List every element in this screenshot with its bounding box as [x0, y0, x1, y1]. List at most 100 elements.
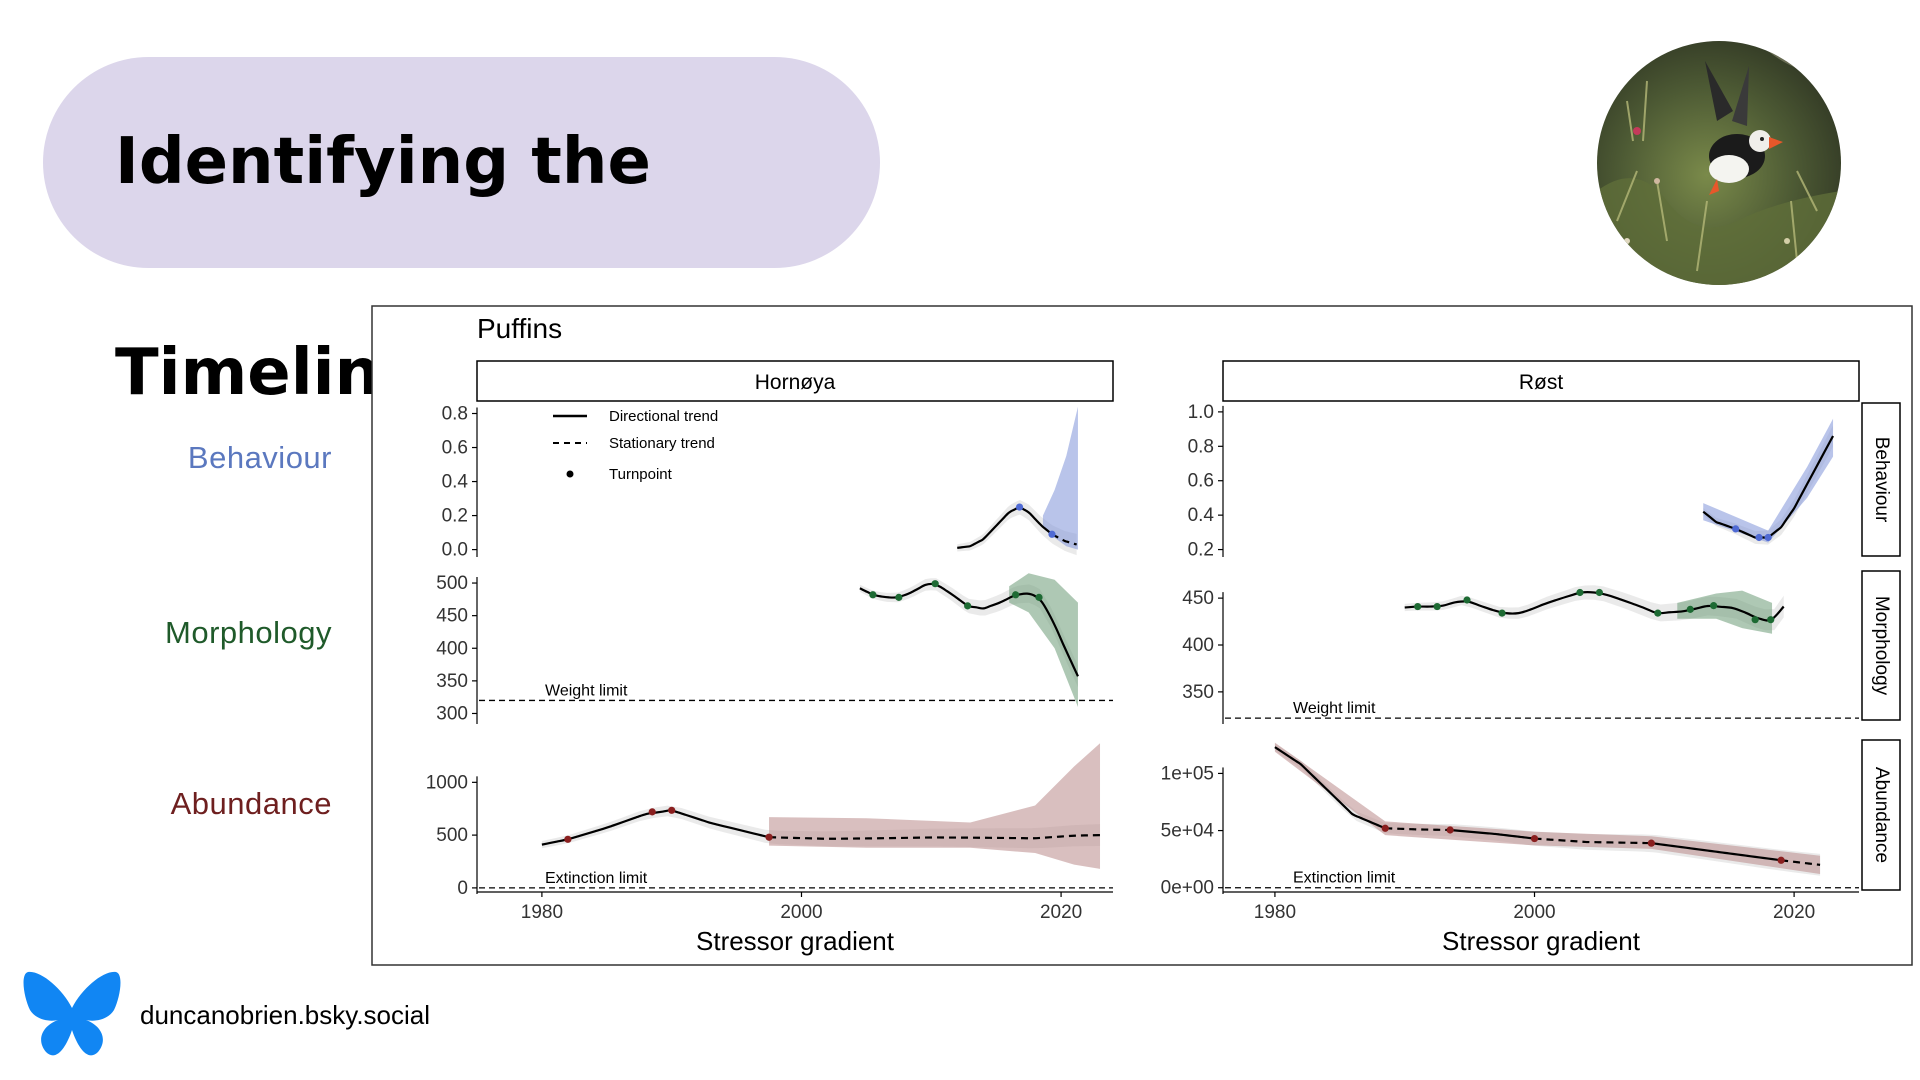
stationary-trend-line — [1534, 837, 1652, 845]
facet-strip-1 — [1222, 360, 1860, 402]
stationary-trend-line — [1780, 859, 1821, 866]
facet-label: Hornøya — [755, 371, 836, 394]
y-tick-label: 1000 — [426, 772, 468, 793]
x-tick-label: 2000 — [1513, 902, 1555, 923]
turnpoint — [1576, 588, 1584, 597]
panel-0-0: 0.0 0.2 0.4 0.6 0.8 — [442, 404, 1078, 561]
facet-label: Røst — [1519, 371, 1563, 394]
bluesky-butterfly-icon[interactable] — [22, 968, 122, 1064]
legend-label: Turnpoint — [609, 466, 673, 483]
stress-band — [1703, 418, 1834, 543]
y-tick-label: 0.6 — [442, 438, 468, 459]
x-tick-label: 2000 — [780, 902, 822, 923]
figure-title: Puffins — [477, 313, 562, 344]
reference-label: Weight limit — [545, 682, 628, 699]
turnpoint — [648, 808, 656, 816]
title-banner: Identifying the Timeline — [43, 57, 880, 410]
panel-1-2: 0e+00 5e+04 1e+05 Extinction limit — [1161, 742, 1859, 899]
turnpoint — [1764, 533, 1772, 542]
turnpoint — [668, 806, 676, 814]
turnpoint — [1732, 525, 1740, 533]
y-tick-label: 350 — [1182, 682, 1214, 703]
turnpoint — [1433, 602, 1441, 611]
stress-band — [769, 743, 1101, 869]
turnpoint — [931, 580, 939, 588]
y-tick-label: 500 — [436, 825, 468, 846]
turnpoint — [895, 593, 903, 601]
reference-label: Extinction limit — [1293, 870, 1396, 887]
panel-0-2: 0 500 1000 Extinction limit — [426, 743, 1113, 899]
panel-1-0: 0.2 0.4 0.6 0.8 1.0 — [1188, 402, 1835, 561]
legend-label: Directional trend — [609, 408, 718, 425]
turnpoint — [1463, 596, 1471, 604]
y-tick-label: 0e+00 — [1161, 878, 1214, 899]
turnpoint — [1446, 826, 1454, 834]
turnpoint — [1654, 609, 1662, 617]
x-axis-title: Stressor gradient — [1442, 926, 1641, 956]
y-tick-label: 0.4 — [442, 472, 469, 493]
turnpoint — [1751, 616, 1759, 624]
figure-frame — [371, 305, 1913, 966]
turnpoint — [1012, 591, 1020, 599]
legend: Directional trend Stationary trend Turnpoi… — [553, 408, 718, 483]
y-tick-label: 0.4 — [1188, 505, 1215, 526]
y-tick-label: 0.2 — [442, 506, 468, 527]
y-tick-label: 400 — [436, 638, 468, 659]
row-label-behaviour: Behaviour — [187, 440, 332, 475]
y-tick-label: 0.6 — [1188, 471, 1214, 492]
turnpoint — [1048, 530, 1056, 538]
reference-label: Extinction limit — [545, 870, 648, 887]
turnpoint — [964, 602, 972, 610]
facet-strip-0 — [476, 360, 1114, 402]
directional-trend-line — [1274, 746, 1386, 830]
directional-trend-line — [1651, 842, 1782, 862]
y-tick-label: 500 — [436, 573, 468, 594]
turnpoint — [1530, 834, 1539, 843]
stress-band — [1274, 742, 1821, 874]
y-tick-label: 0 — [457, 878, 468, 899]
row-label-abundance: Abundance — [170, 786, 332, 821]
turnpoint — [1686, 605, 1694, 613]
row-strip-label: Abundance — [1871, 767, 1892, 863]
stress-band — [1009, 573, 1078, 707]
y-tick-label: 400 — [1182, 635, 1214, 656]
turnpoint — [869, 591, 877, 599]
turnpoint — [1595, 588, 1604, 597]
x-axis-title: Stressor gradient — [696, 926, 895, 956]
confidence-band — [1404, 585, 1784, 631]
row-strip-2 — [1861, 739, 1901, 891]
row-strip-label: Behaviour — [1871, 437, 1892, 523]
stationary-trend-line — [1385, 827, 1451, 832]
y-tick-label: 1.0 — [1188, 402, 1214, 423]
turnpoint — [1777, 856, 1785, 864]
x-tick-label: 2020 — [1040, 902, 1082, 923]
turnpoint — [1767, 616, 1775, 624]
stress-band — [1677, 590, 1773, 634]
turnpoint — [1381, 824, 1389, 832]
row-strip-1 — [1861, 570, 1901, 721]
directional-trend-line — [1450, 828, 1535, 840]
row-label-morphology: Morphology — [165, 615, 332, 650]
stationary-trend-line — [1051, 533, 1077, 546]
turnpoint — [1414, 602, 1422, 611]
y-tick-label: 450 — [1182, 588, 1214, 609]
row-strip-label: Morphology — [1871, 596, 1892, 696]
social-handle[interactable]: duncanobrien.bsky.social — [140, 1000, 431, 1030]
turnpoint — [1647, 839, 1655, 847]
turnpoint — [1710, 602, 1718, 610]
y-tick-label: 0.8 — [1188, 436, 1214, 457]
legend-label: Stationary trend — [609, 435, 715, 452]
y-tick-label: 0.2 — [1188, 540, 1214, 561]
y-tick-label: 350 — [436, 671, 468, 692]
panel-0-1: 300 350 400 450 500 Weight limit — [436, 573, 1113, 724]
turnpoint — [1035, 593, 1043, 601]
turnpoint — [1498, 609, 1506, 617]
turnpoint — [564, 835, 572, 843]
x-tick-label: 2020 — [1773, 902, 1815, 923]
y-tick-label: 300 — [436, 703, 468, 724]
y-tick-label: 450 — [436, 606, 468, 627]
row-strip-0 — [1861, 402, 1901, 557]
y-tick-label: 5e+04 — [1161, 821, 1215, 842]
y-tick-label: 1e+05 — [1161, 763, 1214, 784]
